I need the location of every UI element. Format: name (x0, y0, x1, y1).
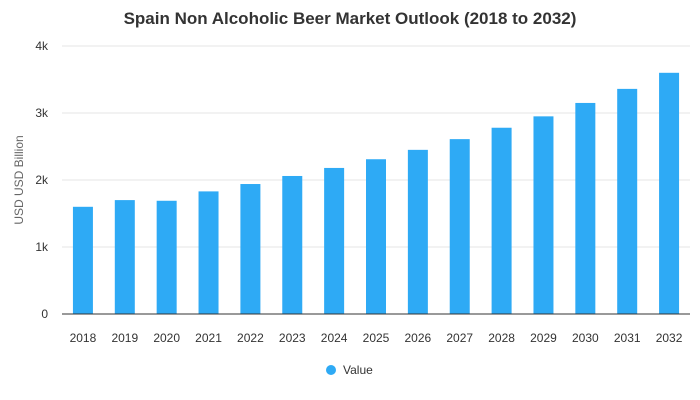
x-axis-ticks: 2018 2019 2020 2021 2022 2023 2024 2025 2026 2027… (70, 331, 683, 345)
bar-2023[interactable] (282, 175, 303, 314)
x-tick-label: 2029 (530, 331, 557, 345)
y-axis-ticks: 0 1k 2k 3k 4k (35, 39, 49, 321)
bar-2026[interactable] (407, 149, 428, 314)
x-tick-label: 2028 (488, 331, 515, 345)
bar-2024[interactable] (324, 167, 345, 314)
x-tick-label: 2024 (321, 331, 348, 345)
y-tick-label: 2k (35, 173, 49, 187)
x-tick-label: 2020 (153, 331, 180, 345)
x-tick-label: 2021 (195, 331, 222, 345)
bar-2029[interactable] (533, 116, 554, 314)
y-tick-label: 3k (35, 106, 49, 120)
bar-2019[interactable] (114, 200, 135, 314)
x-tick-label: 2023 (279, 331, 306, 345)
x-tick-label: 2025 (363, 331, 390, 345)
x-tick-label: 2031 (614, 331, 641, 345)
bar-2020[interactable] (156, 200, 177, 314)
legend-swatch-value (326, 365, 336, 375)
y-axis-label: USD USD Billion (12, 135, 26, 224)
x-tick-label: 2030 (572, 331, 599, 345)
legend-label-value: Value (343, 363, 373, 377)
y-tick-label: 0 (41, 307, 48, 321)
bar-2028[interactable] (491, 127, 512, 315)
bar-2018[interactable] (72, 206, 93, 314)
x-tick-label: 2032 (656, 331, 683, 345)
bar-2032[interactable] (659, 72, 680, 314)
x-tick-label: 2027 (446, 331, 473, 345)
bar-2031[interactable] (617, 88, 638, 314)
chart-title: Spain Non Alcoholic Beer Market Outlook … (124, 9, 577, 28)
legend[interactable]: Value (326, 363, 373, 377)
x-tick-label: 2022 (237, 331, 264, 345)
bar-2030[interactable] (575, 102, 596, 314)
bar-2027[interactable] (449, 139, 470, 314)
x-tick-label: 2018 (70, 331, 97, 345)
x-tick-label: 2019 (111, 331, 138, 345)
x-tick-label: 2026 (405, 331, 432, 345)
bar-2022[interactable] (240, 184, 261, 314)
y-tick-label: 4k (35, 39, 49, 53)
bars (72, 72, 680, 315)
y-tick-label: 1k (35, 240, 49, 254)
bar-2025[interactable] (366, 159, 386, 314)
bar-2021[interactable] (198, 191, 219, 314)
